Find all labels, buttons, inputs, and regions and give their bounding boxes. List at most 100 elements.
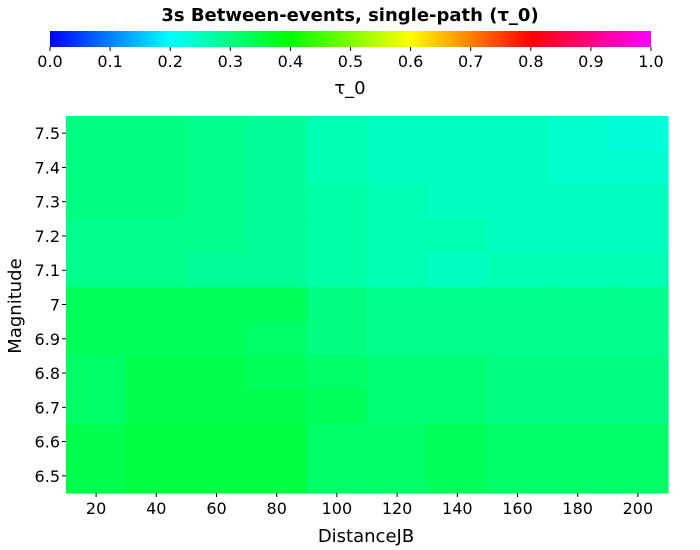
heatmap-cell (306, 253, 368, 288)
heatmap-cell (186, 287, 248, 323)
colorbar-tick-label: 0.1 (97, 52, 122, 71)
heatmap-cell (427, 218, 488, 254)
heatmap-cell (126, 355, 187, 391)
colorbar-tick-label: 0.9 (578, 52, 603, 71)
heatmap-cell (427, 150, 488, 186)
x-tick-label: 80 (267, 499, 287, 518)
x-tick-label: 40 (146, 499, 166, 518)
heatmap-cell (126, 458, 187, 494)
colorbar-tick-label: 0.6 (398, 52, 423, 71)
heatmap-cell (547, 184, 609, 220)
heatmap-cell (66, 116, 127, 151)
heatmap-cell (126, 321, 187, 357)
heatmap-cell (367, 218, 428, 254)
heatmap-cell (607, 424, 669, 460)
heatmap-cell (186, 116, 248, 151)
heatmap-cell (607, 458, 669, 494)
heatmap-cell (547, 355, 609, 391)
heatmap-cell (306, 150, 368, 186)
heatmap-cell (306, 355, 368, 391)
y-tick-label: 7.3 (35, 193, 60, 212)
heatmap-cell (186, 184, 248, 220)
y-tick-label: 6.8 (35, 364, 60, 383)
heatmap-cell (306, 321, 368, 357)
y-tick-label: 7.1 (35, 261, 60, 280)
heatmap-cell (186, 355, 248, 391)
heatmap-cell (547, 150, 609, 186)
heatmap-cell (186, 424, 248, 460)
heatmap-cell (547, 218, 609, 254)
x-tick-label: 100 (322, 499, 353, 518)
heatmap-cell (186, 458, 248, 494)
heatmap-cell (547, 253, 609, 288)
heatmap-cell (186, 218, 248, 254)
heatmap-cell (306, 218, 368, 254)
heatmap-cell (427, 184, 488, 220)
heatmap-cell (66, 321, 127, 357)
heatmap-cell (427, 424, 488, 460)
heatmap-cell (547, 287, 609, 323)
heatmap-cell (367, 424, 428, 460)
heatmap-cell (186, 150, 248, 186)
heatmap-cell (246, 287, 308, 323)
heatmap-cell (367, 390, 428, 426)
heatmap-cell (487, 184, 549, 220)
x-tick-label: 60 (206, 499, 226, 518)
y-tick-label: 7.2 (35, 227, 60, 246)
y-axis-label: Magnitude (5, 258, 26, 353)
heatmap-cell (487, 321, 549, 357)
heatmap-cell (487, 458, 549, 494)
colorbar-tick-label: 0.3 (218, 52, 243, 71)
heatmap-cell (186, 321, 248, 357)
colorbar-tick-label: 0.5 (338, 52, 363, 71)
heatmap-cell (126, 424, 187, 460)
x-tick-label: 180 (562, 499, 593, 518)
heatmap-cell (246, 253, 308, 288)
heatmap-cell (367, 287, 428, 323)
heatmap-cell (547, 321, 609, 357)
heatmap-cell (427, 116, 488, 151)
heatmap-cell (126, 287, 187, 323)
heatmap-cell (367, 355, 428, 391)
x-tick-label: 200 (623, 499, 654, 518)
heatmap-cell (306, 390, 368, 426)
heatmap-cell (126, 184, 187, 220)
heatmap-cell (607, 390, 669, 426)
heatmap-cell (487, 355, 549, 391)
colorbar-tick-label: 0.4 (278, 52, 303, 71)
heatmap-cell (246, 184, 308, 220)
heatmap-cell (66, 355, 127, 391)
heatmap-cells (66, 116, 669, 494)
heatmap-cell (547, 424, 609, 460)
heatmap-cell (246, 116, 308, 151)
heatmap-cell (126, 253, 187, 288)
y-tick-label: 6.7 (35, 398, 60, 417)
x-tick-label: 120 (382, 499, 413, 518)
heatmap-cell (487, 424, 549, 460)
heatmap-cell (306, 424, 368, 460)
colorbar-ticks: 0.0 0.1 0.2 0.3 0.4 0.5 0.6 0.7 0.8 0.9 1.0 (37, 47, 664, 71)
heatmap-cell (126, 218, 187, 254)
heatmap-cell (66, 424, 127, 460)
heatmap-cell (367, 321, 428, 357)
heatmap-cell (607, 355, 669, 391)
heatmap-cell (186, 253, 248, 288)
heatmap-cell (306, 184, 368, 220)
heatmap-cell (126, 150, 187, 186)
y-tick-label: 6.6 (35, 433, 60, 452)
heatmap-cell (367, 116, 428, 151)
heatmap-cell (427, 287, 488, 323)
heatmap-cell (126, 390, 187, 426)
y-tick-label: 6.5 (35, 467, 60, 486)
heatmap-cell (607, 287, 669, 323)
chart-title: 3s Between-events, single-path (τ_0) (161, 5, 538, 26)
heatmap-cell (607, 218, 669, 254)
heatmap-cell (427, 355, 488, 391)
heatmap-cell (246, 150, 308, 186)
heatmap-cell (607, 253, 669, 288)
heatmap-cell (246, 218, 308, 254)
heatmap-cell (306, 458, 368, 494)
colorbar-label: τ_0 (334, 78, 365, 99)
colorbar-tick-label: 0.8 (518, 52, 543, 71)
